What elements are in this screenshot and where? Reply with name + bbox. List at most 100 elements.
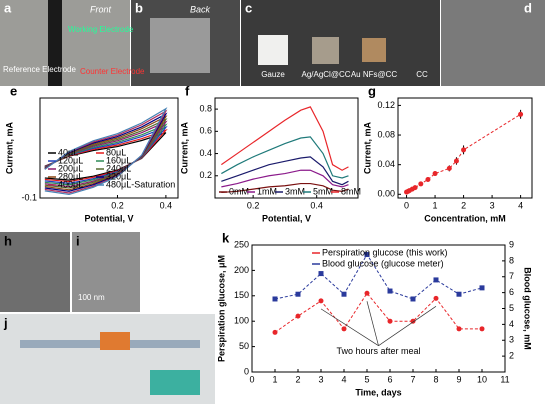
x-tick-label: 4 bbox=[341, 374, 346, 384]
panel-label: b bbox=[135, 0, 143, 15]
y-tick-label: 250 bbox=[234, 239, 249, 249]
legend-label: 160μL bbox=[106, 155, 131, 165]
y-tick-label: 200 bbox=[234, 265, 249, 275]
annotation-arrow bbox=[366, 301, 379, 346]
point bbox=[432, 171, 438, 177]
point bbox=[433, 277, 439, 283]
point bbox=[456, 326, 462, 332]
x-tick-label: 0.2 bbox=[247, 200, 260, 210]
legend-label: 280μL bbox=[58, 171, 83, 181]
x-tick-label: 2 bbox=[461, 200, 466, 210]
legend-label: 40μL bbox=[58, 147, 78, 157]
annotation-arrow bbox=[378, 306, 437, 346]
legend-label: 5mM bbox=[313, 186, 333, 196]
point bbox=[272, 329, 278, 335]
inset bbox=[150, 370, 200, 395]
point bbox=[387, 318, 393, 324]
x-axis-label: Potential, V bbox=[84, 213, 133, 223]
photo-a bbox=[0, 0, 130, 86]
legend-label: 480μL-Saturation bbox=[106, 179, 175, 189]
y2-tick-label: 4 bbox=[509, 319, 514, 329]
photo-text: Gauze bbox=[261, 70, 285, 79]
series-line bbox=[221, 136, 349, 179]
y-tick-label: 0.8 bbox=[199, 103, 212, 113]
y-axis-label: Perspiration glucose, μM bbox=[216, 255, 226, 362]
y-tick-label: 0.04 bbox=[377, 159, 395, 169]
point bbox=[341, 291, 347, 297]
x-tick-label: 0 bbox=[404, 200, 409, 210]
y-tick-label: 0.08 bbox=[377, 129, 395, 139]
photo-text: CC bbox=[416, 70, 428, 79]
series-line bbox=[44, 112, 168, 192]
point bbox=[272, 296, 278, 302]
photo-h bbox=[0, 232, 70, 312]
legend-label: 120μL bbox=[58, 155, 83, 165]
legend-label: 200μL bbox=[58, 163, 83, 173]
device bbox=[100, 332, 130, 350]
y-tick-label: 100 bbox=[234, 316, 249, 326]
legend-label: 3mM bbox=[285, 186, 305, 196]
x-tick-label: 5 bbox=[364, 374, 369, 384]
series-line bbox=[44, 109, 168, 194]
series-line bbox=[274, 253, 483, 300]
x-tick-label: 8 bbox=[433, 374, 438, 384]
patch bbox=[150, 18, 210, 73]
y-tick-label: 50 bbox=[239, 341, 249, 351]
x-tick-label: 3 bbox=[490, 200, 495, 210]
x-tick-label: 10 bbox=[477, 374, 487, 384]
x-tick-label: 4 bbox=[518, 200, 523, 210]
legend-label: 240μL bbox=[106, 163, 131, 173]
legend-label: Perspiration glucose (this work) bbox=[322, 247, 448, 257]
point bbox=[364, 252, 370, 258]
point bbox=[295, 313, 301, 319]
point bbox=[518, 111, 524, 117]
photo-text: Ag/AgCl@CC bbox=[301, 70, 350, 79]
point bbox=[479, 326, 485, 332]
panel-label: d bbox=[524, 0, 532, 15]
y-tick-label: 150 bbox=[234, 290, 249, 300]
x-axis-label: Concentration, mM bbox=[424, 213, 506, 223]
series-line bbox=[44, 117, 168, 189]
photo-text: Reference Electrode bbox=[3, 65, 76, 74]
y2-tick-label: 7 bbox=[509, 271, 514, 281]
y2-tick-label: 6 bbox=[509, 287, 514, 297]
y-axis-label: Current, mA bbox=[179, 122, 189, 175]
gauze bbox=[258, 35, 288, 65]
point bbox=[412, 185, 418, 191]
legend-label: 0mM bbox=[229, 186, 249, 196]
panel-label: k bbox=[222, 230, 230, 245]
y-tick-label: 0.12 bbox=[377, 100, 395, 110]
x-tick-label: 0 bbox=[249, 374, 254, 384]
y-tick-label: 0.4 bbox=[199, 148, 212, 158]
photo-text: Front bbox=[90, 4, 112, 14]
x-tick-label: 11 bbox=[500, 374, 509, 384]
photo-text: Counter Electrode bbox=[80, 67, 145, 76]
y-tick-label: 0 bbox=[244, 366, 249, 376]
legend-label: Blood glucose (glucose meter) bbox=[322, 258, 444, 268]
photo-text: Au NFs@CC bbox=[351, 70, 398, 79]
photo-text: Back bbox=[190, 4, 211, 14]
au bbox=[362, 38, 386, 62]
y-axis-label: Current, mA bbox=[362, 122, 372, 175]
series-line bbox=[274, 292, 482, 333]
plot-frame bbox=[39, 97, 179, 199]
x-axis-label: Time, days bbox=[355, 387, 401, 397]
series-line bbox=[44, 123, 168, 186]
x-tick-label: 0.2 bbox=[111, 200, 124, 210]
series-line bbox=[221, 182, 349, 194]
panel-label: j bbox=[3, 315, 8, 330]
point bbox=[433, 295, 439, 301]
series-line bbox=[44, 120, 168, 188]
y2-tick-label: 9 bbox=[509, 239, 514, 249]
y-axis-label: Current, mA bbox=[4, 122, 14, 175]
legend-label: 1mM bbox=[257, 186, 277, 196]
point bbox=[410, 296, 416, 302]
series-line bbox=[221, 169, 349, 188]
plot-frame bbox=[397, 97, 533, 199]
x-tick-label: 1 bbox=[433, 200, 438, 210]
y-tick-label: 0.00 bbox=[377, 189, 395, 199]
point bbox=[456, 291, 462, 297]
x-tick-label: 0.4 bbox=[310, 200, 323, 210]
point bbox=[341, 326, 347, 332]
agcl bbox=[312, 37, 339, 64]
